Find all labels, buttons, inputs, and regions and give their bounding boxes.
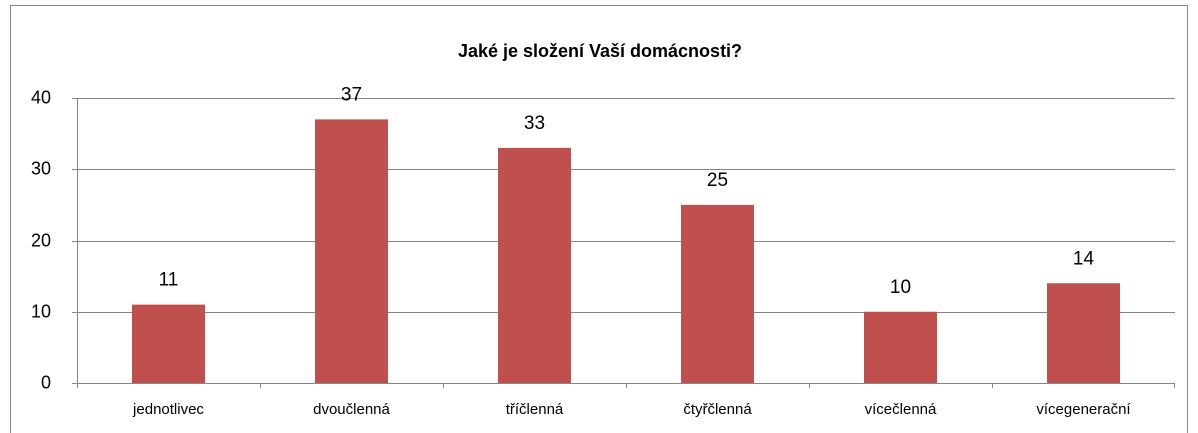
- y-tick-label: 0: [41, 372, 51, 392]
- bar: [132, 304, 205, 383]
- x-tick-label: čtyřčlenná: [683, 401, 752, 418]
- data-label: 37: [341, 84, 362, 105]
- x-tick-label: tříčlenná: [506, 401, 564, 418]
- data-label: 33: [524, 113, 545, 134]
- x-tick-label: vícečlenná: [865, 401, 937, 418]
- data-label: 14: [1073, 248, 1095, 269]
- y-tick-label: 30: [31, 158, 51, 178]
- bar: [1047, 283, 1120, 383]
- x-tick-label: dvoučlenná: [313, 401, 390, 418]
- data-label: 11: [159, 270, 179, 291]
- data-label: 10: [890, 277, 911, 298]
- y-tick-label: 20: [31, 230, 51, 250]
- chart-title: Jaké je složení Vaší domácnosti?: [458, 41, 742, 61]
- x-tick-label: vícegenerační: [1036, 401, 1131, 418]
- y-tick-label: 10: [31, 301, 51, 321]
- x-tick-label: jednotlivec: [132, 401, 204, 418]
- chart-border: [10, 5, 1188, 433]
- bar: [681, 204, 754, 383]
- bar: [315, 119, 388, 383]
- bar: [864, 311, 937, 383]
- bar: [498, 147, 571, 383]
- y-tick-label: 40: [31, 87, 51, 107]
- data-label: 25: [707, 170, 728, 191]
